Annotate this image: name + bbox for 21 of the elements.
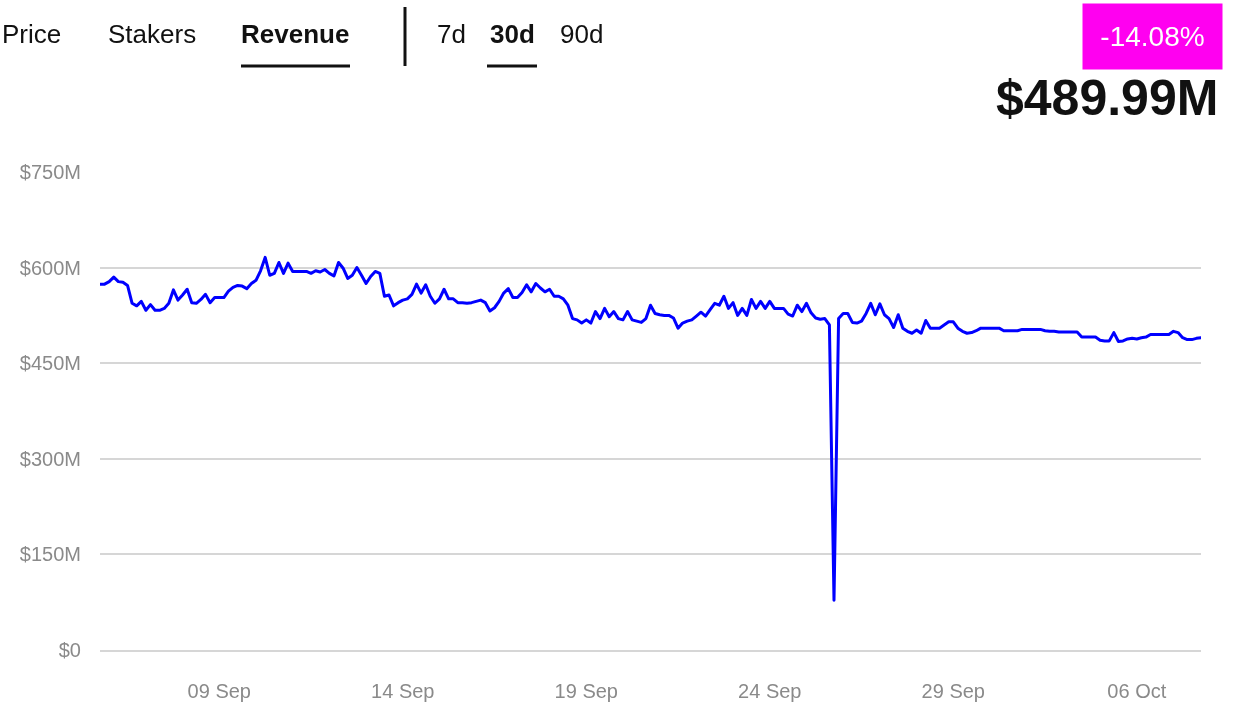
text: Revenue [241, 19, 350, 49]
y-tick-label: $300M [19, 447, 81, 470]
text: -14.08% [1100, 21, 1205, 52]
y-tick-label: $750M [19, 161, 81, 183]
line-series [100, 255, 1201, 602]
x-tick-label: 29 Sep [921, 679, 985, 702]
text: $489.99M [996, 70, 1219, 126]
x-tick-label: 19 Sep [554, 679, 618, 702]
text: 90d [560, 19, 604, 49]
x-tick-label: 24 Sep [738, 679, 802, 702]
text: 30d [490, 19, 535, 49]
y-tick-label: $600M [19, 256, 81, 279]
y-tick-label: $450M [19, 352, 81, 375]
y-tick-label: $0 [58, 639, 81, 661]
y-tick-label: $150M [19, 543, 81, 566]
text: 7d [437, 19, 466, 49]
text: Stakers [108, 19, 197, 49]
text: Price [2, 19, 62, 49]
x-tick-label: 09 Sep [187, 679, 251, 702]
x-tick-label: 14 Sep [371, 679, 435, 702]
x-tick-label: 06 Oct [1107, 679, 1167, 702]
